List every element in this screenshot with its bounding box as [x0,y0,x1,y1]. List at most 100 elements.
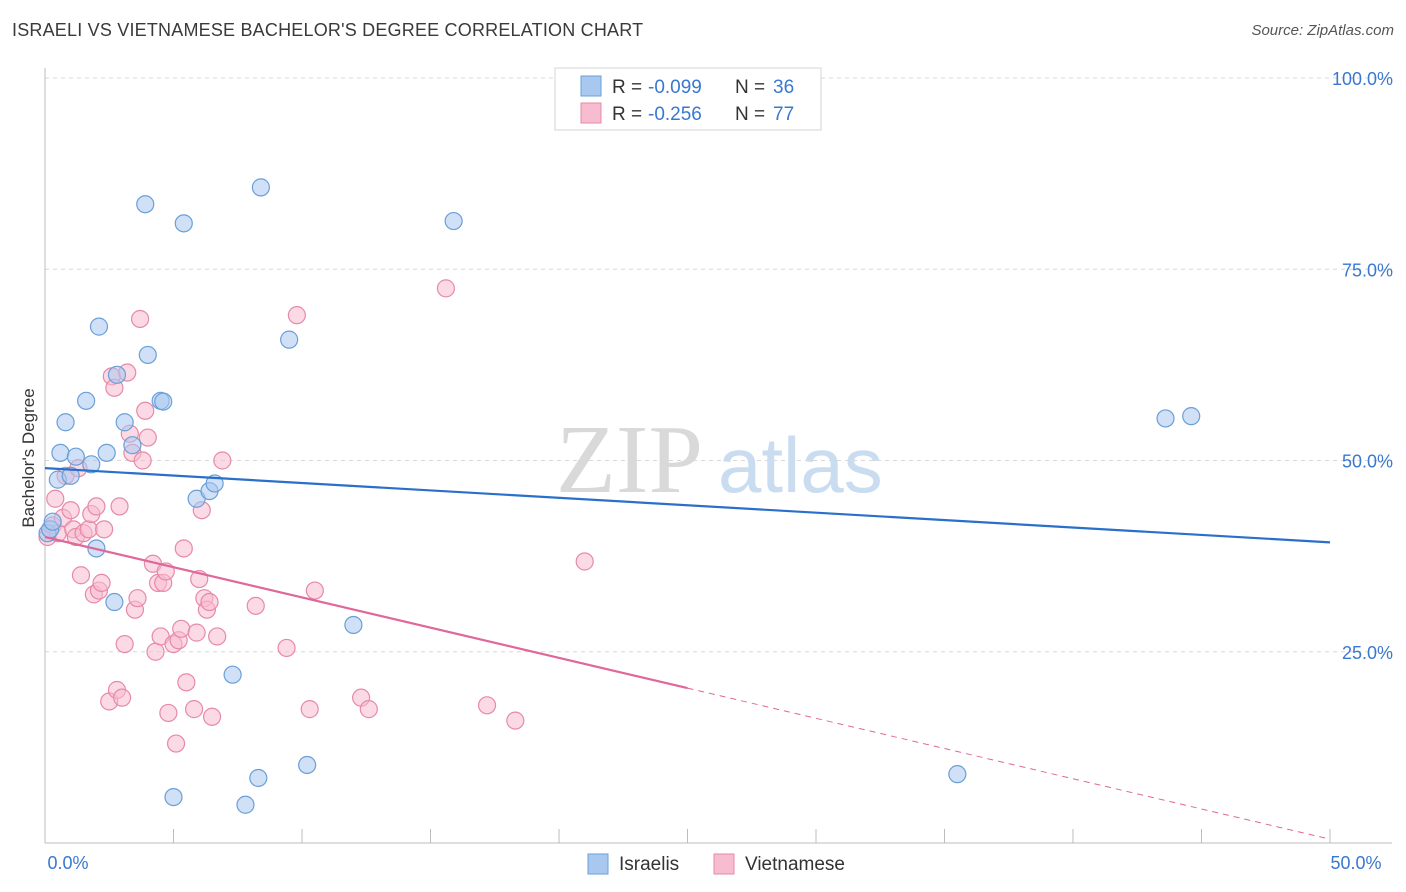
point-israelis [236,795,255,814]
point-vietnamese [174,539,193,558]
trendline-extension-vietnamese [687,687,1331,840]
x-tick-label-max: 50.0% [1330,853,1381,873]
point-vietnamese [61,501,80,520]
point-vietnamese [477,696,497,715]
point-vietnamese [159,703,178,723]
point-vietnamese [115,634,134,654]
y-tick-label-75: 75.0% [1342,260,1393,280]
stats-legend: R = -0.099 N = 36 R = -0.256 N = 77 [554,67,822,131]
point-vietnamese [300,700,319,719]
stats-n-value-israelis: 36 [773,77,794,98]
point-vietnamese [436,279,456,298]
point-israelis [82,455,101,474]
point-israelis [249,768,268,788]
point-vietnamese [187,623,206,642]
point-vietnamese [506,711,525,730]
stats-n-label-vietnamese: N = [735,104,765,125]
trendline-vietnamese [44,535,688,690]
point-vietnamese [128,589,147,608]
trendline-israelis [44,467,1331,544]
point-israelis [61,466,80,485]
point-israelis [280,330,299,349]
point-vietnamese [46,489,65,508]
point-vietnamese [177,673,196,692]
point-israelis [115,413,134,432]
point-vietnamese [95,520,114,539]
point-vietnamese [87,497,106,516]
point-israelis [43,512,62,531]
watermark-atlas: atlas [718,421,883,509]
point-vietnamese [184,700,204,719]
legend-label-israelis: Israelis [619,854,679,875]
point-vietnamese [200,592,219,612]
trend-layer [44,467,1331,840]
point-israelis [77,391,96,410]
point-israelis [948,765,967,784]
stats-r-label-israelis: R = [612,77,642,98]
point-israelis [89,317,109,336]
point-israelis [223,665,242,684]
point-israelis [1182,407,1201,426]
stats-n-label-israelis: N = [735,77,765,98]
point-israelis [298,755,317,775]
point-israelis [251,178,270,197]
legend-label-vietnamese: Vietnamese [745,854,845,875]
point-israelis [66,447,85,466]
point-vietnamese [110,497,129,516]
stats-swatch-vietnamese [580,102,602,124]
point-vietnamese [133,451,152,470]
point-vietnamese [305,581,324,600]
stats-r-value-vietnamese: -0.256 [648,104,702,125]
point-vietnamese [246,596,265,615]
point-vietnamese [92,573,111,593]
point-vietnamese [71,566,91,585]
bottom-legend: Israelis Vietnamese [587,853,845,875]
legend-swatch-vietnamese [713,853,735,875]
point-israelis [164,787,183,807]
stats-swatch-israelis [580,75,602,97]
point-israelis [344,615,363,635]
point-vietnamese [202,707,222,726]
point-israelis [136,195,155,214]
legend-swatch-israelis [587,853,609,875]
point-vietnamese [213,451,232,470]
watermark-zip: ZIP [556,406,703,514]
y-tick-label-50: 50.0% [1342,452,1393,472]
point-vietnamese [277,638,296,658]
point-vietnamese [359,700,378,719]
point-israelis [174,214,193,233]
point-vietnamese [575,552,594,571]
stats-r-label-vietnamese: R = [612,104,642,125]
point-vietnamese [146,642,165,661]
point-israelis [123,436,142,455]
y-tick-label-25: 25.0% [1342,643,1393,663]
grid-layer [45,77,1392,653]
axes-layer: 25.0% 50.0% 75.0% 100.0% [44,68,1393,844]
chart-title: ISRAELI VS VIETNAMESE BACHELOR'S DEGREE … [12,20,644,40]
point-vietnamese [166,734,186,753]
point-israelis [51,443,70,462]
point-vietnamese [130,309,150,329]
stats-n-value-vietnamese: 77 [773,104,794,125]
point-israelis [107,365,127,384]
point-vietnamese [138,428,157,447]
point-vietnamese [208,627,227,646]
point-israelis [97,443,116,462]
stats-r-value-israelis: -0.099 [648,77,702,98]
point-vietnamese [79,520,98,539]
point-vietnamese [172,619,191,638]
point-israelis [56,413,75,432]
point-israelis [138,345,157,365]
point-israelis [444,211,463,231]
x-tick-label-min: 0.0% [47,853,88,873]
source-credit: Source: ZipAtlas.com [1251,22,1394,39]
point-israelis [154,392,173,411]
point-vietnamese [112,688,132,707]
point-israelis [105,592,124,612]
y-axis-label: Bachelor's Degree [19,388,38,527]
y-tick-label-100: 100.0% [1332,69,1393,89]
point-vietnamese [136,401,155,420]
point-israelis [1156,409,1175,428]
point-vietnamese [287,306,306,325]
